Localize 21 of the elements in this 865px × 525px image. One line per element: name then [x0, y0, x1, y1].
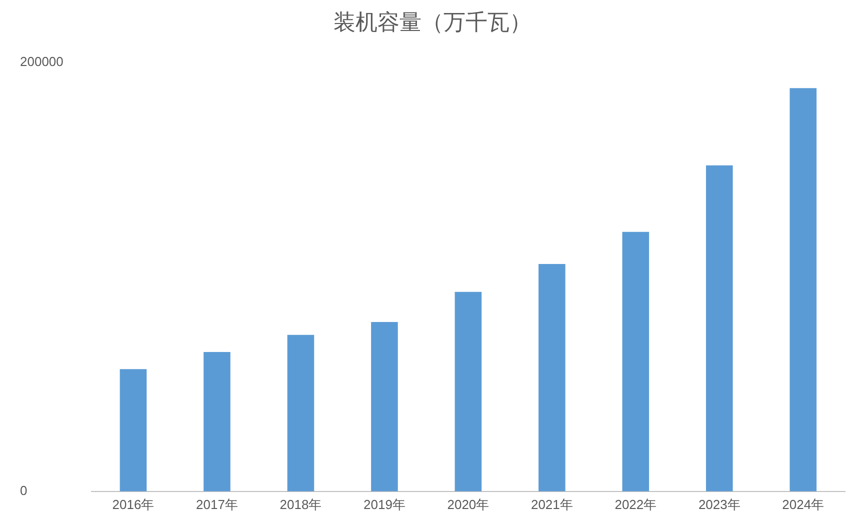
- bar: [538, 264, 566, 492]
- y-tick-label: 0: [20, 482, 28, 498]
- x-tick-label: 2020年: [447, 496, 490, 512]
- bar: [454, 292, 482, 492]
- chart-title: 装机容量（万千瓦）: [334, 9, 532, 34]
- x-tick-label: 2018年: [280, 496, 322, 512]
- y-tick-label: 200000: [20, 54, 64, 69]
- bar: [204, 352, 230, 492]
- bar: [790, 88, 817, 492]
- x-tick-label: 2021年: [530, 496, 573, 512]
- bar: [706, 165, 733, 492]
- bar: [120, 369, 147, 492]
- x-tick-label: 2016年: [112, 496, 154, 512]
- bar: [371, 322, 398, 492]
- x-tick-label: 2023年: [698, 496, 740, 512]
- x-tick-label: 2022年: [614, 496, 657, 512]
- x-tick-label: 2024年: [782, 496, 824, 512]
- x-tick-label: 2017年: [196, 496, 238, 512]
- x-tick-label: 2019年: [363, 496, 406, 512]
- bar: [622, 232, 650, 492]
- bar: [287, 334, 314, 492]
